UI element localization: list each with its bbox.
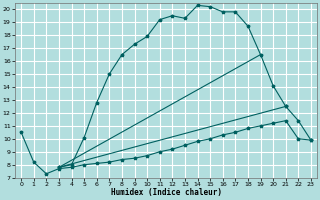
X-axis label: Humidex (Indice chaleur): Humidex (Indice chaleur) <box>110 188 221 197</box>
